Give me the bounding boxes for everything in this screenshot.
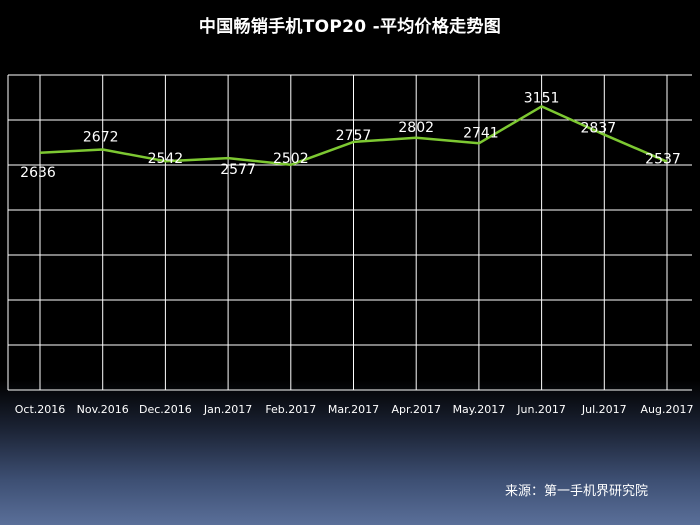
x-tick-label: Nov.2016 [77, 403, 129, 416]
data-label: 2802 [398, 120, 434, 136]
x-tick-label: Apr.2017 [391, 403, 441, 416]
data-label: 2672 [83, 130, 119, 146]
x-tick-label: Jul.2017 [581, 403, 627, 416]
x-tick-label: Aug.2017 [641, 403, 694, 416]
data-label: 2757 [336, 128, 372, 144]
chart-title: 中国畅销手机TOP20 -平均价格走势图 [198, 17, 502, 37]
data-label: 2542 [148, 151, 184, 167]
x-axis-ticks: Oct.2016 Nov.2016 Dec.2016 Jan.2017 Feb.2017… [15, 403, 694, 416]
data-label: 2741 [463, 125, 499, 141]
data-label: 2537 [645, 152, 681, 168]
x-tick-label: May.2017 [453, 403, 506, 416]
x-tick-label: Feb.2017 [265, 403, 316, 416]
data-label: 2502 [273, 151, 309, 167]
data-label: 3151 [524, 90, 560, 106]
data-label: 2577 [220, 162, 256, 178]
x-tick-label: Jan.2017 [203, 403, 252, 416]
data-labels: 2636 2672 2542 2577 2502 2757 2802 2741 3151 2837… [20, 90, 681, 180]
x-tick-label: Mar.2017 [328, 403, 379, 416]
series-line [39, 105, 668, 167]
x-tick-label: Jun.2017 [516, 403, 566, 416]
x-tick-label: Oct.2016 [15, 403, 66, 416]
data-label: 2636 [20, 165, 56, 181]
data-label: 2837 [580, 121, 616, 137]
series-line-layer [39, 105, 668, 167]
grid-lines [7, 74, 692, 391]
x-tick-label: Dec.2016 [139, 403, 192, 416]
source-note: 来源：第一手机界研究院 [504, 484, 648, 499]
